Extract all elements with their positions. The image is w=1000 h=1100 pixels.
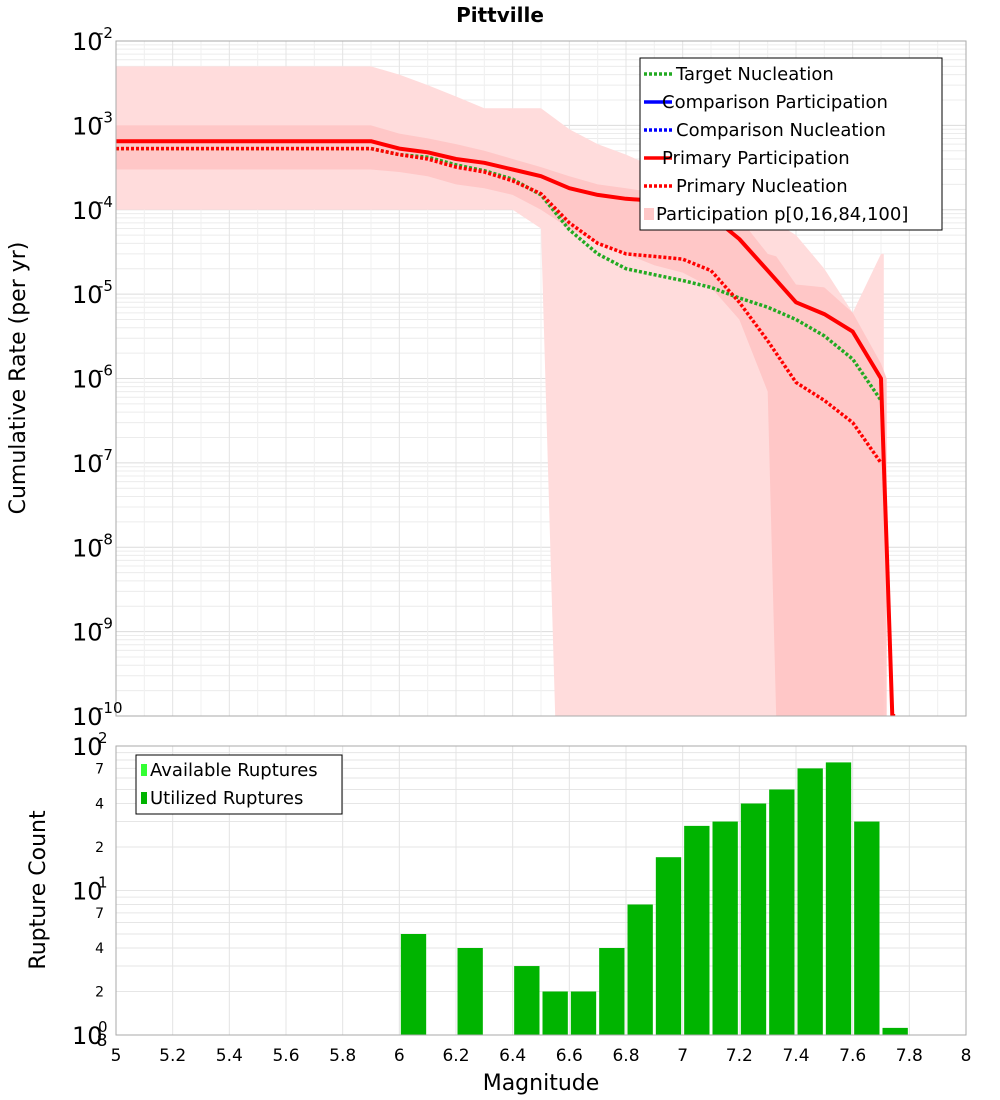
x-tick-label: 5.6: [272, 1046, 299, 1066]
legend-swatch-participation-p-0-16-84-100-: [644, 208, 654, 220]
count-y-minor-tick-label: 7: [95, 761, 104, 777]
rate-y-tick-label: 10: [72, 366, 103, 394]
count-bar: [769, 789, 795, 1035]
count-legend: Available Ruptures Utilized Ruptures: [135, 754, 343, 815]
x-tick-label: 5.4: [216, 1046, 243, 1066]
x-tick-label: 5.2: [159, 1046, 186, 1066]
rate-y-tick-exponent: -5: [98, 277, 113, 295]
count-legend-box: [135, 754, 343, 815]
x-tick-label: 6.6: [556, 1046, 583, 1066]
rate-y-ticks: 10-210-310-410-510-610-710-810-910-10: [72, 24, 123, 731]
x-tick-label: 7.2: [726, 1046, 753, 1066]
count-y-extra-label: 8: [97, 1031, 108, 1051]
count-y-minor-tick-label: 4: [95, 797, 104, 813]
series-target-nucleation: [116, 146, 883, 402]
legend-label-comparison-nucleation: Comparison Nucleation: [676, 120, 886, 141]
x-axis-label: Magnitude: [483, 1071, 600, 1096]
count-y-tick-exponent: 1: [98, 874, 108, 892]
legend-label-primary-nucleation: Primary Nucleation: [676, 176, 848, 197]
band-p16-p84: [116, 125, 887, 716]
rate-y-tick-exponent: -8: [98, 530, 113, 548]
x-tick-label: 7.8: [896, 1046, 923, 1066]
rate-y-tick-label: 10: [72, 112, 103, 140]
count-bars: [400, 762, 908, 1035]
count-y-tick-label: 10: [72, 878, 103, 906]
count-bar: [797, 768, 823, 1035]
rate-y-tick-exponent: -10: [98, 699, 123, 717]
rate-y-tick-exponent: -9: [98, 615, 113, 633]
rate-y-tick-label: 10: [72, 281, 103, 309]
x-tick-label: 7.4: [782, 1046, 809, 1066]
rate-panel: 10-210-310-410-510-610-710-810-910-10 Cu…: [6, 24, 967, 731]
count-bar: [599, 948, 625, 1035]
legend-label-comparison-participation: Comparison Participation: [662, 92, 888, 113]
count-bar: [882, 1027, 908, 1035]
count-y-minor-tick-label: 2: [95, 840, 104, 856]
legend-label-available-ruptures: Available Ruptures: [150, 760, 318, 781]
count-bar: [825, 762, 852, 1035]
count-bar: [514, 966, 540, 1035]
series-primary-nucleation: [116, 146, 883, 464]
count-bar: [457, 948, 483, 1035]
legend-label-primary-participation: Primary Participation: [662, 148, 850, 169]
legend-label-target-nucleation: Target Nucleation: [675, 64, 834, 85]
count-bar: [400, 933, 427, 1035]
rate-legend: Target Nucleation Comparison Participatio…: [639, 57, 943, 231]
legend-swatch-utilized-ruptures: [141, 792, 147, 804]
rate-y-tick-label: 10: [72, 28, 103, 56]
x-tick-label: 5.8: [329, 1046, 356, 1066]
rate-y-tick-exponent: -3: [98, 108, 113, 126]
x-tick-label: 6.2: [442, 1046, 469, 1066]
rate-y-tick-label: 10: [72, 197, 103, 225]
x-tick-label: 8: [961, 1046, 972, 1066]
count-y-minor-tick-label: 2: [95, 985, 104, 1001]
count-y-tick-exponent: 0: [98, 1018, 108, 1036]
count-bar: [684, 825, 710, 1035]
rate-y-tick-label: 10: [72, 703, 103, 731]
count-bar: [570, 991, 597, 1035]
rate-y-tick-exponent: -4: [98, 193, 113, 211]
x-tick-label: 5: [111, 1046, 122, 1066]
count-y-minor-tick-label: 4: [95, 941, 104, 957]
count-bar: [854, 821, 880, 1035]
rate-y-tick-exponent: -2: [98, 24, 113, 42]
count-bar: [740, 803, 767, 1035]
rate-y-tick-label: 10: [72, 619, 103, 647]
rate-y-tick-exponent: -6: [98, 362, 113, 380]
chart-title: Pittville: [456, 3, 544, 27]
count-plot-frame: [115, 745, 967, 1036]
count-y-tick-label: 10: [72, 733, 103, 761]
count-y-tick-label: 10: [72, 1022, 103, 1050]
count-y-minor-tick-label: 7: [95, 906, 104, 922]
rate-y-tick-exponent: -7: [98, 446, 113, 464]
count-y-axis-label: Rupture Count: [26, 810, 51, 970]
count-bar: [542, 991, 568, 1035]
legend-label-participation-p-0-16-84-100-: Participation p[0,16,84,100]: [656, 204, 908, 225]
rate-legend-box: [639, 57, 943, 231]
x-tick-label: 7: [677, 1046, 688, 1066]
x-tick-label: 6: [394, 1046, 405, 1066]
x-tick-label: 7.6: [839, 1046, 866, 1066]
rate-y-axis-label: Cumulative Rate (per yr): [6, 242, 31, 515]
rate-y-tick-label: 10: [72, 534, 103, 562]
x-tick-label: 6.4: [499, 1046, 526, 1066]
count-bar: [627, 904, 653, 1035]
count-bar: [712, 821, 738, 1035]
count-y-tick-exponent: 2: [98, 729, 108, 747]
count-bar: [655, 857, 682, 1035]
legend-swatch-available-ruptures: [141, 764, 147, 776]
x-tick-label: 6.8: [612, 1046, 639, 1066]
rate-plot-frame: [115, 40, 967, 717]
rate-y-tick-label: 10: [72, 450, 103, 478]
legend-label-utilized-ruptures: Utilized Ruptures: [150, 788, 303, 809]
magnitude-x-ticks: 5 5.2 5.4 5.6 5.8 6 6.2 6.4 6.6 6.8 7 7.2 7.4 7.6 7.8 8: [111, 1046, 972, 1066]
